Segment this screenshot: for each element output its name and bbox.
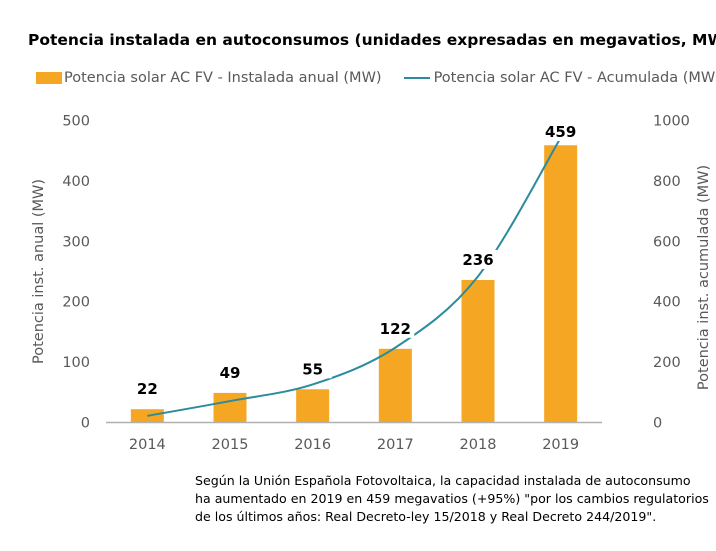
bar-2018 — [461, 279, 495, 423]
bar-2017 — [378, 348, 412, 423]
y2-tick-label: 0 — [653, 416, 662, 432]
footnote-line: Según la Unión Española Fotovoltaica, la… — [195, 473, 691, 488]
footnote-line: ha aumentado en 2019 en 459 megavatios (… — [195, 491, 709, 506]
bar-2015 — [213, 392, 247, 423]
data-label-bg — [293, 359, 332, 379]
footnote: Según la Unión Española Fotovoltaica, la… — [195, 472, 709, 526]
y-tick-label: 200 — [62, 295, 90, 311]
y2-tick-label: 1000 — [653, 114, 690, 130]
x-tick-label: 2017 — [377, 437, 414, 453]
data-label: 55 — [302, 360, 323, 378]
data-label-bg — [128, 379, 167, 399]
x-tick-label: 2019 — [542, 437, 579, 453]
y-tick-label: 500 — [62, 114, 90, 130]
data-label: 22 — [137, 380, 158, 398]
data-label-bg — [541, 122, 580, 141]
x-tick-label: 2015 — [212, 437, 249, 453]
data-label-bg — [211, 362, 249, 382]
y2-tick-label: 600 — [653, 234, 681, 250]
cumulative-line — [147, 137, 562, 417]
y-tick-label: 0 — [81, 416, 90, 432]
legend-bar-label: Potencia solar AC FV - Instalada anual (… — [64, 70, 382, 86]
data-label-bg — [459, 249, 497, 269]
y-axis-label: Potencia inst. anual (MW) — [31, 179, 47, 364]
y2-tick-label: 800 — [653, 174, 681, 190]
data-label: 122 — [380, 320, 411, 338]
legend: Potencia solar AC FV - Instalada anual (… — [36, 70, 716, 86]
x-tick-label: 2014 — [129, 437, 166, 453]
y2-axis-label: Potencia inst. acumulada (MW) — [696, 165, 712, 390]
data-label: 236 — [462, 251, 493, 269]
x-tick-label: 2016 — [294, 437, 331, 453]
chart-title: Potencia instalada en autoconsumos (unid… — [28, 31, 716, 49]
legend-line-swatch — [403, 77, 430, 79]
data-label: 49 — [220, 364, 241, 382]
y2-tick-label: 400 — [653, 295, 681, 311]
y-tick-label: 100 — [62, 355, 90, 371]
legend-line-label: Potencia solar AC FV - Acumulada (MW) — [433, 70, 716, 86]
y-tick-label: 400 — [62, 174, 90, 190]
bar-2016 — [296, 389, 330, 423]
y-tick-label: 300 — [62, 234, 90, 250]
footnote-line: de los últimos años: Real Decreto-ley 15… — [195, 509, 657, 524]
x-tick-label: 2018 — [460, 437, 497, 453]
y2-tick-label: 200 — [653, 355, 681, 371]
legend-bar-swatch — [36, 72, 62, 84]
data-label-bg — [376, 318, 415, 338]
data-label: 459 — [545, 123, 576, 141]
bar-2019 — [544, 145, 578, 423]
